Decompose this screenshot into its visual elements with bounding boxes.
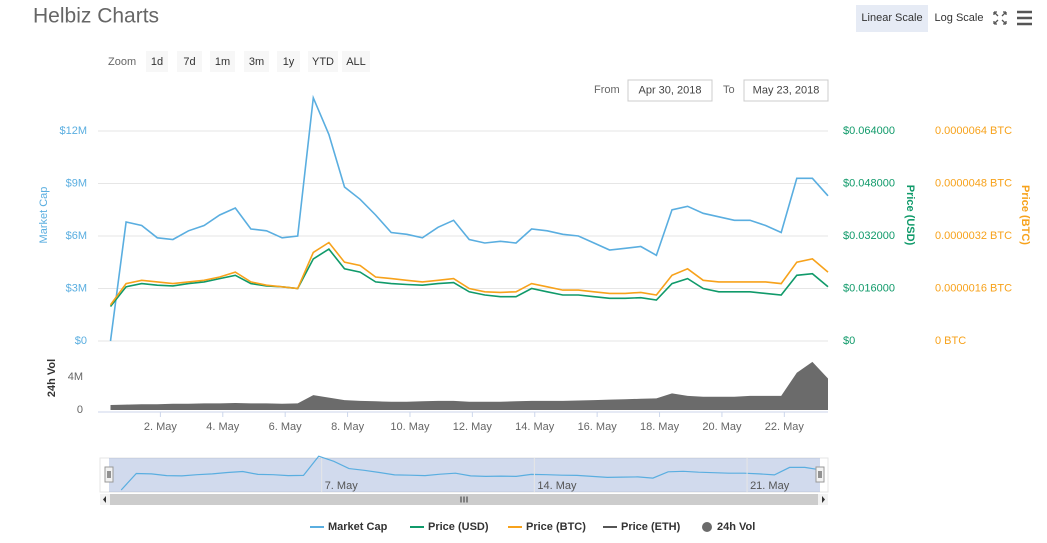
series-line [109,94,829,342]
y3-tick-label: 0.0000048 BTC [935,177,1012,189]
linear-scale-label[interactable]: Linear Scale [861,12,922,24]
y2-axis-title: Price (USD) [904,185,916,246]
zoom-button[interactable] [308,51,338,72]
y-tick-label: $9M [66,177,87,189]
log-scale-label[interactable]: Log Scale [935,12,984,24]
zoom-button-label[interactable]: 1m [215,56,230,68]
chart-title: Helbiz Charts [33,5,159,28]
from-input[interactable] [627,79,713,102]
volume-tick-label: 0 [77,404,83,416]
y2-tick-label: $0.064000 [843,125,895,137]
zoom-button[interactable] [277,51,300,72]
y3-tick-label: 0 BTC [935,335,966,347]
x-tick-label: 16. May [578,421,618,433]
legend-label[interactable]: Price (BTC) [526,521,586,533]
y-tick-label: $6M [66,230,87,242]
y2-tick-label: $0.032000 [843,230,895,242]
legend-label[interactable]: 24h Vol [717,521,755,533]
zoom-button-label[interactable]: 1y [283,56,295,68]
navigator-tick-label: 21. May [750,480,790,492]
x-tick-label: 6. May [269,421,303,433]
x-tick-label: 22. May [765,421,805,433]
legend-label[interactable]: Price (ETH) [621,521,681,533]
menu-icon[interactable] [1017,10,1032,26]
x-tick-label: 20. May [702,421,742,433]
zoom-button[interactable] [146,51,168,72]
x-tick-label: 18. May [640,421,680,433]
volume-tick-label: 4M [68,371,83,383]
x-tick-label: 2. May [144,421,178,433]
zoom-button-label[interactable]: YTD [312,56,334,68]
legend-label[interactable]: Market Cap [328,521,388,533]
from-date[interactable]: Apr 30, 2018 [639,84,702,96]
y3-axis-title: Price (BTC) [1019,185,1031,245]
y2-tick-label: $0 [843,335,855,347]
y-tick-label: $3M [66,282,87,294]
y2-tick-label: $0.048000 [843,177,895,189]
x-tick-label: 4. May [206,421,240,433]
zoom-button[interactable] [210,51,235,72]
to-input[interactable] [743,79,829,102]
navigator-handle[interactable] [815,466,825,483]
zoom-button-label[interactable]: ALL [346,56,366,68]
x-tick-label: 12. May [453,421,493,433]
linear-scale-button[interactable] [856,5,928,32]
navigator-tick-label: 7. May [325,480,359,492]
y3-tick-label: 0.0000064 BTC [935,125,1012,137]
zoom-button[interactable] [177,51,202,72]
zoom-label: Zoom [108,56,136,68]
y-tick-label: $0 [75,335,87,347]
y3-tick-label: 0.0000016 BTC [935,282,1012,294]
zoom-button[interactable] [244,51,269,72]
series-line [109,241,829,306]
from-label: From [594,84,620,96]
to-label: To [723,84,735,96]
navigator-line [120,455,821,491]
legend-swatch[interactable] [702,522,712,532]
zoom-button[interactable] [342,51,370,72]
y-axis-title: Market Cap [38,187,50,244]
zoom-button-label[interactable]: 7d [183,56,195,68]
zoom-button-label[interactable]: 3m [249,56,264,68]
scrollbar-left-arrow[interactable] [103,496,106,503]
scrollbar-grip [460,496,468,503]
y2-tick-label: $0.016000 [843,282,895,294]
y-tick-label: $12M [59,125,87,137]
volume-area [110,361,828,410]
scrollbar-right-arrow[interactable] [822,496,825,503]
x-tick-label: 10. May [390,421,430,433]
zoom-button-label[interactable]: 1d [151,56,163,68]
volume-axis-title: 24h Vol [46,359,58,397]
y3-tick-label: 0.0000032 BTC [935,230,1012,242]
x-tick-label: 8. May [331,421,365,433]
navigator-handle[interactable] [104,466,114,483]
fullscreen-icon[interactable] [993,11,1007,25]
legend-label[interactable]: Price (USD) [428,521,489,533]
x-tick-label: 14. May [515,421,555,433]
series-line [109,248,829,307]
to-date[interactable]: May 23, 2018 [753,84,820,96]
navigator-tick-label: 14. May [537,480,577,492]
